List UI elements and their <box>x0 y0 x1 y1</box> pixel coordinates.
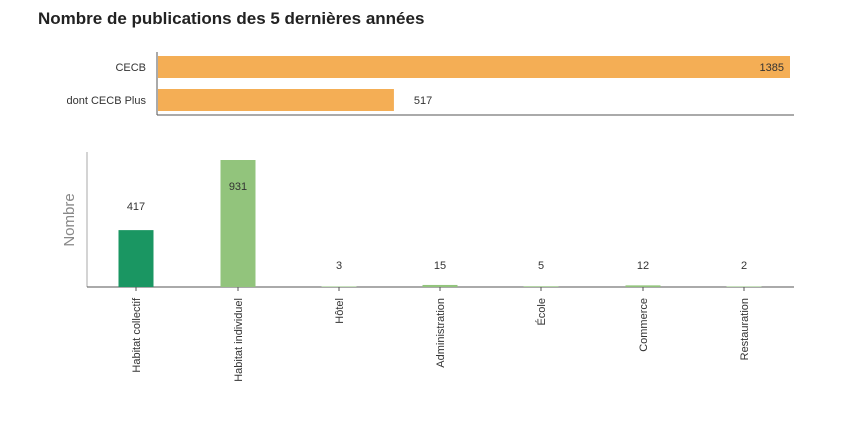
data-label-6: 2 <box>741 260 747 272</box>
data-label-3: 15 <box>434 260 446 272</box>
bar-0 <box>158 56 790 78</box>
data-label-0: 1385 <box>760 62 784 74</box>
tick-label-4: École <box>535 298 548 326</box>
data-label-4: 5 <box>538 260 544 272</box>
tick-label-1: Habitat individuel <box>233 298 245 382</box>
bar-0 <box>118 230 154 287</box>
tick-label-2: Hôtel <box>334 298 346 324</box>
category-label-1: dont CECB Plus <box>67 95 147 107</box>
tick-label-3: Administration <box>435 298 447 368</box>
y-axis-title: Nombre <box>61 193 78 246</box>
data-label-1: 517 <box>414 95 432 107</box>
tick-label-0: Habitat collectif <box>131 297 143 373</box>
page-title: Nombre de publications des 5 dernières a… <box>38 9 425 28</box>
bar-2 <box>321 286 357 287</box>
bar-4 <box>523 286 559 287</box>
bar-3 <box>422 284 458 287</box>
tick-label-5: Commerce <box>638 298 650 352</box>
data-label-2: 3 <box>336 260 342 272</box>
data-label-5: 12 <box>637 260 649 272</box>
bar-6 <box>726 286 762 287</box>
bar-1 <box>158 89 394 111</box>
horizontal-bar-chart: CECB 1385 dont CECB Plus 517 <box>67 52 794 116</box>
tick-label-6: Restauration <box>739 298 751 360</box>
data-label-0: 417 <box>127 201 145 213</box>
bar-5 <box>625 285 661 287</box>
data-label-1: 931 <box>229 181 247 193</box>
category-label-0: CECB <box>115 62 146 74</box>
bar-1 <box>220 160 256 287</box>
